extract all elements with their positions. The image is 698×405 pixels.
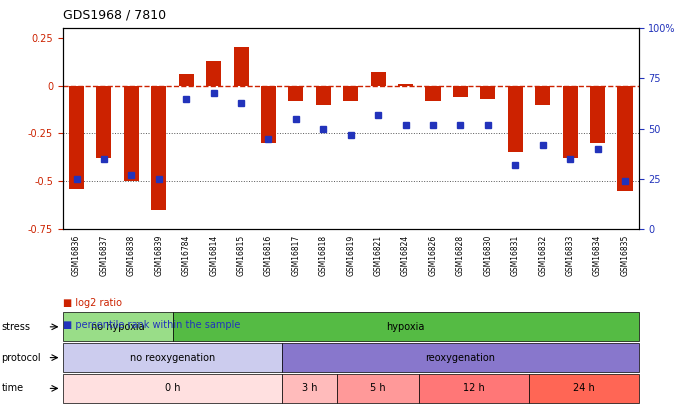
Text: 12 h: 12 h xyxy=(463,384,485,393)
Bar xyxy=(453,85,468,97)
Bar xyxy=(563,85,578,158)
Bar xyxy=(261,85,276,143)
Bar xyxy=(96,85,112,158)
Bar xyxy=(343,85,358,101)
Text: reoxygenation: reoxygenation xyxy=(425,353,496,362)
Text: ■ percentile rank within the sample: ■ percentile rank within the sample xyxy=(63,320,240,330)
Bar xyxy=(315,85,331,105)
Bar xyxy=(124,85,139,181)
Text: 24 h: 24 h xyxy=(573,384,595,393)
Bar xyxy=(480,85,496,99)
Bar xyxy=(151,85,166,210)
Text: ■ log2 ratio: ■ log2 ratio xyxy=(63,298,122,308)
Bar xyxy=(398,84,413,85)
Text: GDS1968 / 7810: GDS1968 / 7810 xyxy=(63,9,166,22)
Text: 5 h: 5 h xyxy=(371,384,386,393)
Text: no hypoxia: no hypoxia xyxy=(91,322,144,332)
Bar xyxy=(590,85,605,143)
Bar xyxy=(507,85,523,152)
Text: time: time xyxy=(1,384,24,393)
Text: hypoxia: hypoxia xyxy=(387,322,425,332)
Bar xyxy=(618,85,632,191)
Bar xyxy=(288,85,304,101)
Bar xyxy=(535,85,550,105)
Bar xyxy=(179,74,194,85)
Bar xyxy=(426,85,440,101)
Text: stress: stress xyxy=(1,322,31,332)
Bar xyxy=(69,85,84,189)
Text: no reoxygenation: no reoxygenation xyxy=(130,353,215,362)
Bar xyxy=(371,72,386,85)
Bar xyxy=(206,61,221,85)
Text: protocol: protocol xyxy=(1,353,41,362)
Text: 0 h: 0 h xyxy=(165,384,180,393)
Text: 3 h: 3 h xyxy=(302,384,318,393)
Bar xyxy=(234,47,248,85)
